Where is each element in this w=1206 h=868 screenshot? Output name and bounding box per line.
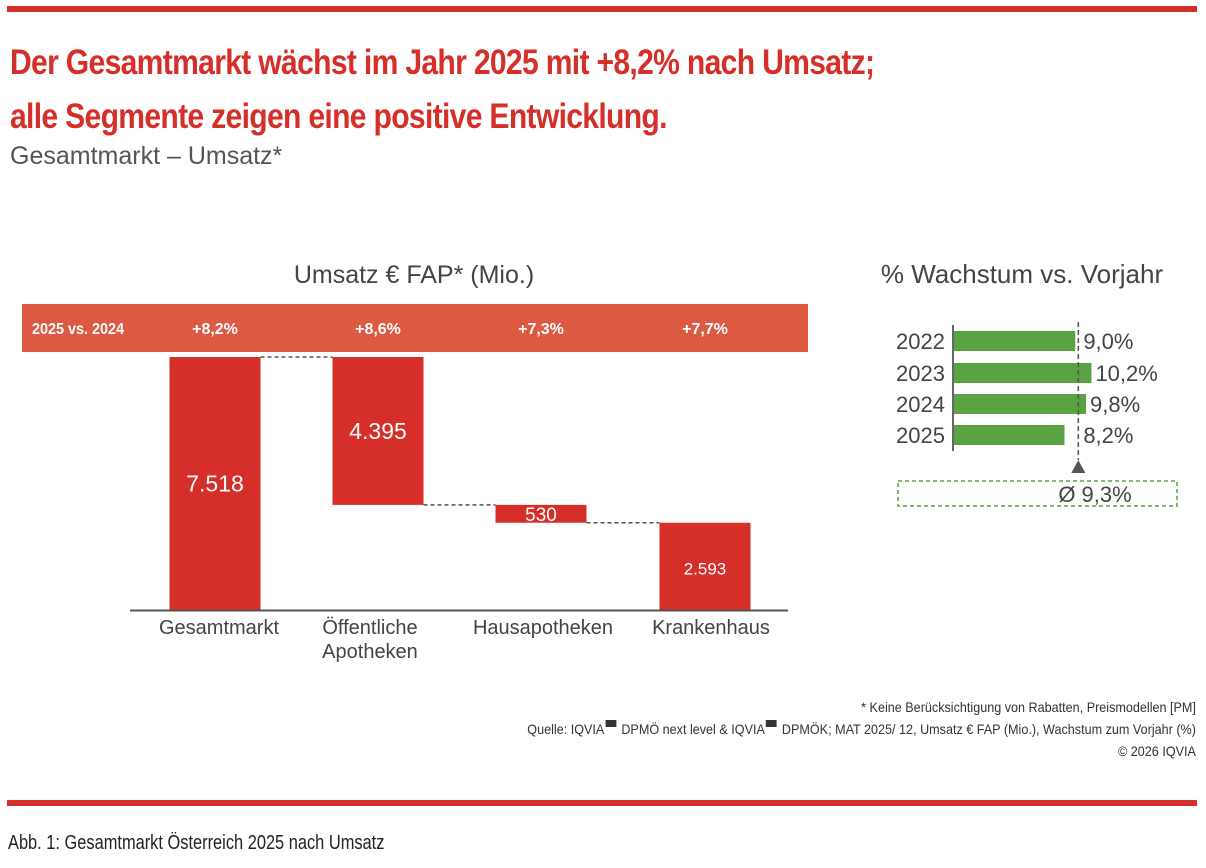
headline: Der Gesamtmarkt wächst im Jahr 2025 mit … <box>10 36 875 144</box>
source-part-2: DPMÖ next level & IQVIA <box>617 721 765 737</box>
growth-value-label-2024: 9,8% <box>1090 392 1140 417</box>
growth-band <box>22 304 808 352</box>
trademark-icon <box>765 720 777 727</box>
waterfall-bar-3 <box>495 504 587 523</box>
waterfall-value-label-4: 2.593 <box>684 559 727 578</box>
growth-bar-2023 <box>954 363 1092 383</box>
growth-value-2: +8,6% <box>355 321 401 338</box>
headline-line-2: alle Segmente zeigen eine positive Entwi… <box>10 97 667 136</box>
bottom-rule <box>7 800 1197 806</box>
source-part-3: DPMÖK; MAT 2025/ 12, Umsatz € FAP (Mio.)… <box>778 721 1196 737</box>
footnotes: * Keine Berücksichtigung von Rabatten, P… <box>527 696 1196 762</box>
footnote-note: * Keine Berücksichtigung von Rabatten, P… <box>861 699 1196 715</box>
year-label-2025: 2025 <box>896 423 945 448</box>
growth-value-label-2023: 10,2% <box>1095 361 1157 386</box>
waterfall-value-label-2: 4.395 <box>349 418 407 444</box>
growth-bar-2024 <box>954 394 1087 414</box>
source-part-1: Quelle: IQVIA <box>527 721 605 737</box>
waterfall-bar-2 <box>332 357 424 505</box>
figure-caption: Abb. 1: Gesamtmarkt Österreich 2025 nach… <box>8 832 385 854</box>
growth-value-3: +7,3% <box>518 321 564 338</box>
footnote-source: Quelle: IQVIA DPMÖ next level & IQVIA DP… <box>527 718 1196 740</box>
footnote-copyright: © 2026 IQVIA <box>1118 743 1196 759</box>
category-label-2-line-2: Apotheken <box>322 641 418 663</box>
subtitle: Gesamtmarkt – Umsatz* <box>10 142 283 170</box>
year-label-2024: 2024 <box>896 392 945 417</box>
year-label-2022: 2022 <box>896 329 945 354</box>
growth-value-4: +7,7% <box>682 321 728 338</box>
growth-value-1: +8,2% <box>192 321 238 338</box>
category-label-3: Hausapotheken <box>473 617 613 639</box>
growth-value-label-2022: 9,0% <box>1083 329 1133 354</box>
growth-chart-title: % Wachstum vs. Vorjahr <box>881 259 1164 289</box>
category-label-2: Öffentliche <box>322 617 417 639</box>
waterfall-value-label-3: 530 <box>525 505 557 526</box>
year-label-2023: 2023 <box>896 361 945 386</box>
growth-value-label-2025: 8,2% <box>1083 423 1133 448</box>
average-label: Ø 9,3% <box>1058 482 1131 507</box>
top-rule <box>7 6 1197 12</box>
category-label-1: Gesamtmarkt <box>159 617 279 639</box>
waterfall-bar-1 <box>169 357 261 610</box>
growth-row-label: 2025 vs. 2024 <box>32 320 125 338</box>
average-box <box>897 480 1178 507</box>
growth-bar-2022 <box>954 331 1076 351</box>
trademark-icon <box>605 720 617 727</box>
waterfall-title: Umsatz € FAP* (Mio.) <box>294 261 534 289</box>
category-label-4: Krankenhaus <box>652 617 770 639</box>
growth-bar-2025 <box>954 425 1065 445</box>
waterfall-bar-4 <box>659 522 751 610</box>
headline-line-1: Der Gesamtmarkt wächst im Jahr 2025 mit … <box>10 43 875 82</box>
average-marker-icon <box>1071 460 1086 473</box>
waterfall-value-label-1: 7.518 <box>186 471 244 497</box>
